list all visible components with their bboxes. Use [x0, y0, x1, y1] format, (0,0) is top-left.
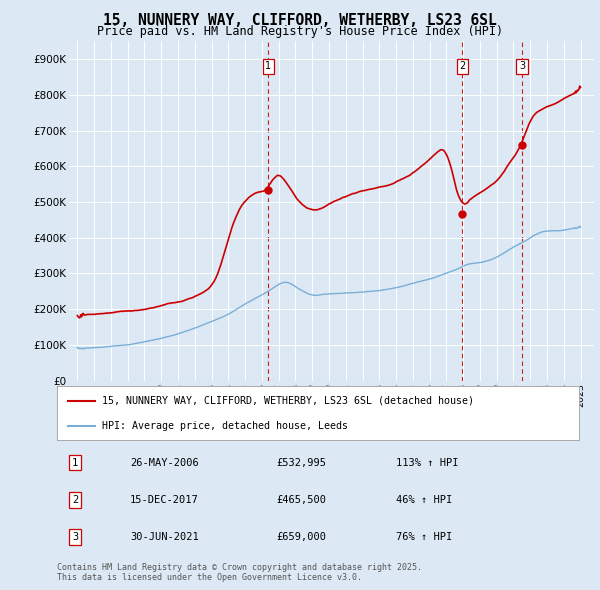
- Text: 3: 3: [519, 61, 525, 71]
- Text: Contains HM Land Registry data © Crown copyright and database right 2025.
This d: Contains HM Land Registry data © Crown c…: [57, 563, 422, 582]
- Text: £532,995: £532,995: [276, 458, 326, 467]
- Text: 15, NUNNERY WAY, CLIFFORD, WETHERBY, LS23 6SL: 15, NUNNERY WAY, CLIFFORD, WETHERBY, LS2…: [103, 13, 497, 28]
- Text: 30-JUN-2021: 30-JUN-2021: [130, 532, 199, 542]
- Text: Price paid vs. HM Land Registry's House Price Index (HPI): Price paid vs. HM Land Registry's House …: [97, 25, 503, 38]
- Text: £659,000: £659,000: [276, 532, 326, 542]
- Text: 113% ↑ HPI: 113% ↑ HPI: [397, 458, 459, 467]
- Text: 15, NUNNERY WAY, CLIFFORD, WETHERBY, LS23 6SL (detached house): 15, NUNNERY WAY, CLIFFORD, WETHERBY, LS2…: [103, 396, 475, 406]
- Text: £465,500: £465,500: [276, 495, 326, 504]
- Text: 1: 1: [72, 458, 79, 467]
- Text: 46% ↑ HPI: 46% ↑ HPI: [397, 495, 452, 504]
- Text: 3: 3: [72, 532, 79, 542]
- Text: 15-DEC-2017: 15-DEC-2017: [130, 495, 199, 504]
- Text: 1: 1: [265, 61, 271, 71]
- Text: 2: 2: [460, 61, 466, 71]
- Text: 76% ↑ HPI: 76% ↑ HPI: [397, 532, 452, 542]
- Text: 2: 2: [72, 495, 79, 504]
- Text: 26-MAY-2006: 26-MAY-2006: [130, 458, 199, 467]
- Text: HPI: Average price, detached house, Leeds: HPI: Average price, detached house, Leed…: [103, 421, 349, 431]
